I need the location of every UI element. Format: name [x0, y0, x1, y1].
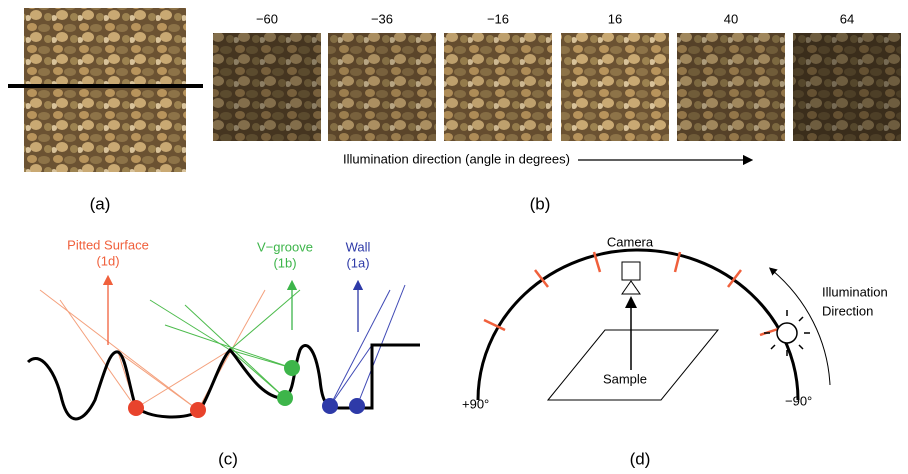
- shading: [213, 33, 321, 141]
- label: −90°: [785, 393, 812, 408]
- angle-label: −60: [256, 11, 278, 26]
- label: (1d): [96, 253, 119, 268]
- shading: [677, 33, 785, 141]
- caption: (d): [630, 449, 651, 468]
- figure: (a) −60 −36 −16 16 40 64 Illumination directi…: [0, 0, 908, 474]
- shading: [328, 33, 436, 141]
- axis-label: Illumination direction (angle in degrees…: [343, 151, 570, 166]
- angle-label: 64: [840, 11, 854, 26]
- angle-label: 40: [724, 11, 738, 26]
- angle-label: −16: [487, 11, 509, 26]
- label: Illumination: [822, 284, 888, 299]
- angle-label: 16: [608, 11, 622, 26]
- shading: [793, 33, 901, 141]
- label: (1a): [346, 255, 369, 270]
- label: Sample: [603, 371, 647, 386]
- setup-diagram: [478, 250, 830, 400]
- shading: [444, 33, 552, 141]
- label: Wall: [346, 239, 371, 254]
- caption: (a): [90, 194, 111, 213]
- angle-label: −36: [371, 11, 393, 26]
- label: +90°: [462, 396, 489, 411]
- image-row: −60 −36 −16 16 40 64: [213, 11, 901, 141]
- label: Pitted Surface: [67, 237, 149, 252]
- caption: (b): [530, 194, 551, 213]
- caption: (c): [218, 449, 238, 468]
- label: Direction: [822, 303, 873, 318]
- texture-image: [24, 8, 186, 172]
- label: V−groove: [257, 239, 313, 254]
- label: Camera: [607, 234, 654, 249]
- label: (1b): [273, 255, 296, 270]
